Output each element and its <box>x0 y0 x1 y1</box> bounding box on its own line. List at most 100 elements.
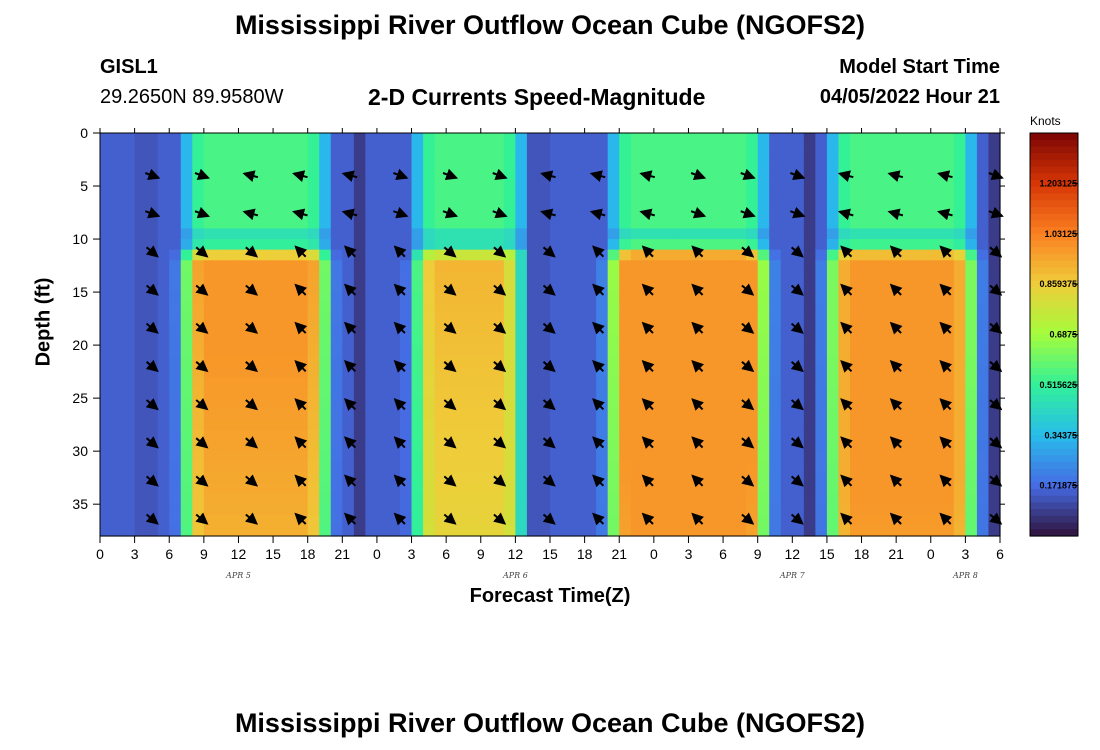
heatmap-cell <box>146 493 159 505</box>
heatmap-cell <box>861 260 874 272</box>
heatmap-cell <box>376 355 390 367</box>
current-vector-arrow <box>294 245 308 259</box>
heatmap-cell <box>607 260 620 272</box>
heatmap-cell <box>584 461 597 473</box>
heatmap-cell <box>353 419 366 431</box>
current-vector-arrow <box>939 283 953 297</box>
heatmap-cell <box>492 419 505 431</box>
heatmap-cell <box>169 408 182 420</box>
heatmap-cell <box>526 313 540 325</box>
heatmap-cell <box>526 355 540 367</box>
current-vector-arrow <box>592 436 605 450</box>
current-vector-arrow <box>889 436 903 450</box>
heatmap-cell <box>238 249 251 261</box>
heatmap-cell <box>480 355 493 367</box>
heatmap-cell <box>607 217 620 230</box>
colorbar-swatch <box>1030 509 1078 517</box>
heatmap-cell <box>665 260 678 272</box>
heatmap-cell <box>815 366 828 378</box>
heatmap-cell <box>953 440 966 452</box>
heatmap-cell <box>780 133 793 145</box>
heatmap-cell <box>353 207 366 219</box>
heatmap-cell <box>976 196 990 208</box>
current-vector-arrow <box>443 321 457 334</box>
heatmap-cell <box>111 461 124 473</box>
current-vector-arrow <box>195 512 209 525</box>
heatmap-cell <box>319 429 332 442</box>
heatmap-cell <box>965 345 978 357</box>
heatmap-cell <box>226 376 240 389</box>
heatmap-cell <box>550 323 563 336</box>
heatmap-cell <box>896 175 909 187</box>
heatmap-cell <box>976 376 990 389</box>
heatmap-cell <box>815 387 828 399</box>
heatmap-cell <box>550 514 563 526</box>
heatmap-cell <box>226 249 240 261</box>
x-tick-label: 18 <box>300 546 316 562</box>
heatmap-cell <box>180 186 193 198</box>
heatmap-cell <box>803 525 816 537</box>
current-vector-arrow <box>294 321 308 335</box>
heatmap-cell <box>365 366 378 378</box>
heatmap-cell <box>146 376 159 389</box>
heatmap-cell <box>642 270 655 283</box>
heatmap-cell <box>134 525 147 537</box>
heatmap-cell <box>723 376 736 389</box>
heatmap-cell <box>550 472 563 484</box>
heatmap-cell <box>584 345 597 357</box>
heatmap-cell <box>965 270 978 283</box>
heatmap-cell <box>953 281 966 293</box>
heatmap-cell <box>457 143 470 155</box>
heatmap-cell <box>815 164 828 177</box>
heatmap-cell <box>296 302 309 314</box>
heatmap-cell <box>896 429 909 442</box>
heatmap-cell <box>503 196 516 208</box>
heatmap-cell <box>607 387 620 399</box>
heatmap-cell <box>942 133 955 145</box>
heatmap-cell <box>723 281 736 293</box>
heatmap-cell <box>561 186 574 198</box>
heatmap-cell <box>157 408 170 420</box>
heatmap-cell <box>526 196 540 208</box>
heatmap-cell <box>815 217 828 230</box>
heatmap-cell <box>988 260 1001 272</box>
heatmap-cell <box>769 451 782 463</box>
heatmap-cell <box>815 514 828 526</box>
heatmap-cell <box>561 154 574 166</box>
heatmap-cell <box>700 207 713 219</box>
heatmap-cell <box>561 228 574 240</box>
heatmap-cell <box>215 154 228 166</box>
heatmap-cell <box>457 207 470 219</box>
heatmap-cell <box>261 419 274 431</box>
heatmap-cell <box>700 270 713 283</box>
heatmap-cell <box>676 313 690 325</box>
heatmap-cell <box>573 164 586 177</box>
heatmap-cell <box>123 525 136 537</box>
colorbar-swatch <box>1030 193 1078 201</box>
colorbar-swatch <box>1030 233 1078 242</box>
current-vector-arrow <box>790 321 804 334</box>
heatmap-cell <box>423 429 436 442</box>
heatmap-cell <box>284 175 297 187</box>
heatmap-cell <box>630 249 643 261</box>
heatmap-cell <box>769 228 782 240</box>
heatmap-cell <box>630 345 643 357</box>
heatmap-cell <box>815 249 828 261</box>
heatmap-cell <box>457 398 470 410</box>
current-vector-arrow <box>589 208 606 221</box>
heatmap-cell <box>400 260 413 272</box>
heatmap-cell <box>400 419 413 431</box>
heatmap-cell <box>307 207 320 219</box>
heatmap-cell <box>388 281 401 293</box>
heatmap-cell <box>561 207 574 219</box>
current-vector-arrow <box>294 283 308 297</box>
heatmap-cell <box>826 493 840 505</box>
heatmap-cell <box>250 292 263 304</box>
heatmap-cell <box>169 345 182 357</box>
x-tick-label: 9 <box>200 546 208 562</box>
heatmap-cell <box>861 376 874 389</box>
heatmap-cell <box>700 143 713 155</box>
heatmap-cell <box>815 313 828 325</box>
heatmap-cell <box>861 514 874 526</box>
x-tick-label: 21 <box>888 546 904 562</box>
